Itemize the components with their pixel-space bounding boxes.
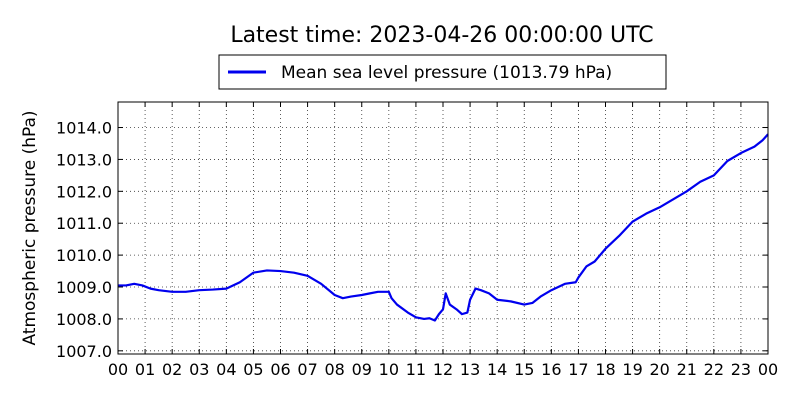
y-axis-label: Atmospheric pressure (hPa) xyxy=(20,110,40,345)
y-tick-label: 1014.0 xyxy=(56,119,112,138)
x-tick-label: 18 xyxy=(595,360,615,379)
x-tick-label: 05 xyxy=(243,360,263,379)
x-tick-label: 02 xyxy=(162,360,182,379)
y-tick-label: 1013.0 xyxy=(56,150,112,169)
x-tick-label: 00 xyxy=(108,360,128,379)
chart-title: Latest time: 2023-04-26 00:00:00 UTC xyxy=(230,23,653,48)
x-tick-label: 03 xyxy=(189,360,209,379)
y-tick-label: 1008.0 xyxy=(56,310,112,329)
grid xyxy=(118,102,768,354)
x-tick-label: 08 xyxy=(324,360,344,379)
x-tick-label: 19 xyxy=(622,360,642,379)
legend-box xyxy=(218,54,667,90)
x-tick-label: 13 xyxy=(460,360,480,379)
x-tick-label: 14 xyxy=(487,360,507,379)
x-tick-label: 10 xyxy=(379,360,399,379)
x-tick-label: 20 xyxy=(649,360,669,379)
x-tick-label: 23 xyxy=(731,360,751,379)
y-tick-label: 1010.0 xyxy=(56,246,112,265)
legend: Mean sea level pressure (1013.79 hPa) xyxy=(218,54,667,90)
x-tick-label: 04 xyxy=(216,360,236,379)
x-tick-label: 11 xyxy=(406,360,426,379)
x-tick-label: 17 xyxy=(568,360,588,379)
y-tick-label: 1007.0 xyxy=(56,342,112,361)
x-tick-label: 12 xyxy=(433,360,453,379)
y-tick-labels: 1007.0 1008.0 1009.0 1010.0 1011.0 1012.0 1013… xyxy=(56,119,112,361)
x-tick-labels: 00 01 02 03 04 05 06 07 08 09 10 11 12 13 14 15 16 17 18 19… xyxy=(108,360,778,379)
x-tick-label: 06 xyxy=(270,360,290,379)
x-tick-label: 09 xyxy=(352,360,372,379)
x-tick-label: 00 xyxy=(758,360,778,379)
y-tick-label: 1012.0 xyxy=(56,182,112,201)
x-tick-label: 21 xyxy=(677,360,697,379)
y-tick-label: 1009.0 xyxy=(56,278,112,297)
x-tick-label: 22 xyxy=(704,360,724,379)
y-tick-label: 1011.0 xyxy=(56,214,112,233)
series-line-mslp xyxy=(118,133,769,322)
axis-ticks xyxy=(117,102,769,354)
plot-frame xyxy=(117,101,769,355)
legend-entry: Mean sea level pressure (1013.79 hPa) xyxy=(281,63,612,83)
x-tick-label: 16 xyxy=(541,360,561,379)
x-tick-label: 01 xyxy=(135,360,155,379)
x-tick-label: 15 xyxy=(514,360,534,379)
x-tick-label: 07 xyxy=(297,360,317,379)
